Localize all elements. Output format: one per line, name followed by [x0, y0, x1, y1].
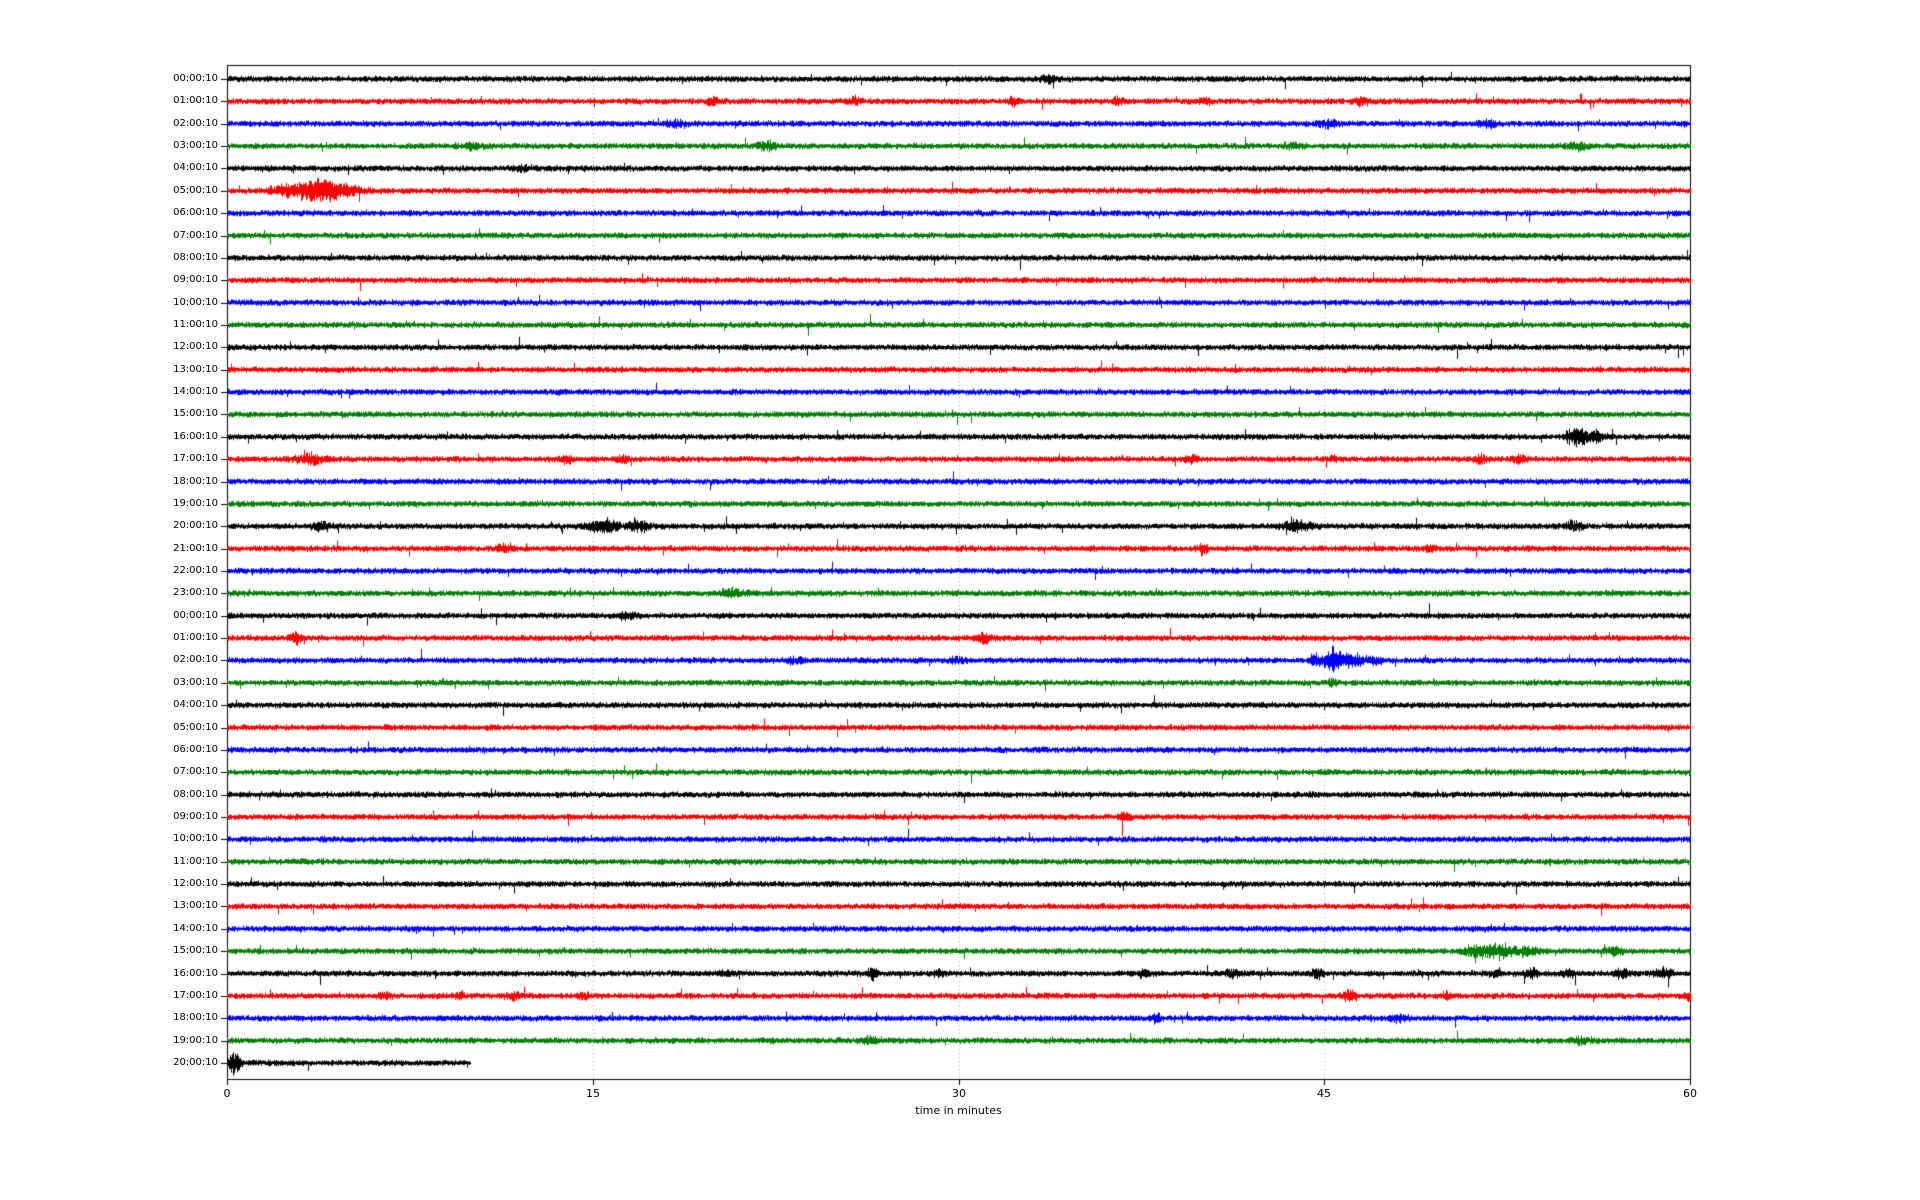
trace-time-label: 07:00:10 [173, 230, 218, 241]
trace-time-label: 18:00:10 [173, 1012, 218, 1023]
x-tick-label: 15 [586, 1087, 600, 1100]
x-tick-label: 30 [952, 1087, 966, 1100]
trace-time-label: 01:00:10 [173, 632, 218, 643]
trace-time-label: 13:00:10 [173, 364, 218, 375]
trace-time-label: 04:00:10 [173, 699, 218, 710]
trace-time-label: 10:00:10 [173, 297, 218, 308]
trace-time-label: 12:00:10 [173, 341, 218, 352]
trace-time-label: 16:00:10 [173, 968, 218, 979]
trace-time-label: 03:00:10 [173, 140, 218, 151]
trace-time-label: 23:00:10 [173, 587, 218, 598]
trace-time-label: 10:00:10 [173, 833, 218, 844]
trace-time-label: 05:00:10 [173, 722, 218, 733]
trace-time-label: 18:00:10 [173, 476, 218, 487]
trace-time-label: 05:00:10 [173, 185, 218, 196]
x-axis-label: time in minutes [915, 1104, 1002, 1117]
trace-time-label: 09:00:10 [173, 274, 218, 285]
trace-time-label: 15:00:10 [173, 945, 218, 956]
trace-time-label: 00:00:10 [173, 73, 218, 84]
trace-time-label: 02:00:10 [173, 654, 218, 665]
trace-time-label: 19:00:10 [173, 1035, 218, 1046]
trace-time-label: 00:00:10 [173, 610, 218, 621]
trace-time-label: 20:00:10 [173, 520, 218, 531]
trace-time-label: 20:00:10 [173, 1057, 218, 1068]
trace-time-label: 08:00:10 [173, 252, 218, 263]
trace-time-label: 21:00:10 [173, 543, 218, 554]
trace-time-label: 08:00:10 [173, 789, 218, 800]
trace-time-label: 06:00:10 [173, 744, 218, 755]
trace-time-label: 09:00:10 [173, 811, 218, 822]
trace-time-label: 01:00:10 [173, 95, 218, 106]
x-tick-label: 0 [223, 1087, 231, 1100]
trace-time-label: 04:00:10 [173, 162, 218, 173]
trace-time-label: 17:00:10 [173, 990, 218, 1001]
x-tick-label: 60 [1683, 1087, 1697, 1100]
trace-time-label: 17:00:10 [173, 453, 218, 464]
trace-time-label: 15:00:10 [173, 408, 218, 419]
trace-time-label: 02:00:10 [173, 118, 218, 129]
trace-time-label: 22:00:10 [173, 565, 218, 576]
trace-time-label: 11:00:10 [173, 856, 218, 867]
trace-time-label: 14:00:10 [173, 386, 218, 397]
trace-time-label: 06:00:10 [173, 207, 218, 218]
trace-time-label: 19:00:10 [173, 498, 218, 509]
trace-time-label: 14:00:10 [173, 923, 218, 934]
trace-time-label: 03:00:10 [173, 677, 218, 688]
x-tick-label: 45 [1317, 1087, 1331, 1100]
trace-time-label: 16:00:10 [173, 431, 218, 442]
trace-time-label: 07:00:10 [173, 766, 218, 777]
trace-time-label: 13:00:10 [173, 900, 218, 911]
trace-time-label: 11:00:10 [173, 319, 218, 330]
trace-time-label: 12:00:10 [173, 878, 218, 889]
